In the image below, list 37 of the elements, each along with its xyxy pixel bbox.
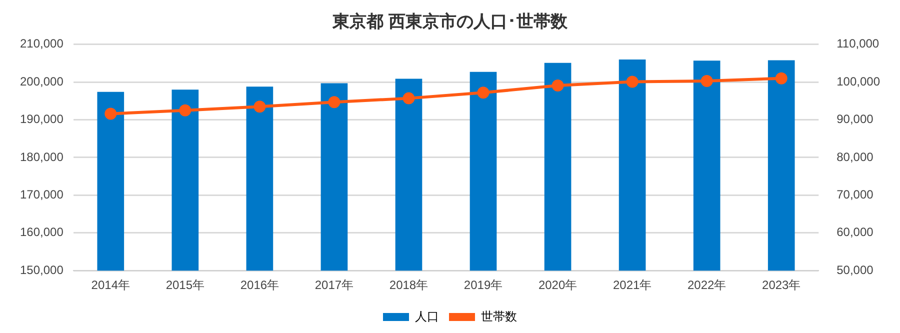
y-tick-label: 200,000 (20, 74, 64, 88)
y-tick-label: 160,000 (20, 225, 64, 240)
x-tick-label: 2020年 (538, 278, 578, 292)
x-tick-label: 2022年 (687, 278, 726, 292)
y-tick-label: 170,000 (20, 188, 64, 202)
point (402, 92, 415, 104)
x-tick-label: 2021年 (612, 278, 652, 292)
y2-tick-label: 90,000 (836, 112, 874, 126)
y2-tick-label: 80,000 (836, 150, 874, 164)
chart-title: 東京都 西東京市の人口･世帯数 (332, 12, 568, 31)
point (700, 74, 713, 87)
point (626, 76, 638, 88)
y-tick-label: 210,000 (20, 36, 64, 51)
point (104, 108, 117, 120)
point (552, 79, 564, 92)
y2-tick-label: 60,000 (836, 225, 874, 240)
y2-tick-label: 100,000 (836, 74, 880, 88)
x-tick-label: 2014年 (91, 278, 130, 292)
legend-label: 人口 (415, 309, 439, 324)
x-tick-label: 2018年 (389, 278, 428, 292)
point (477, 86, 490, 99)
y-tick-label: 180,000 (20, 150, 64, 164)
point (254, 100, 266, 113)
x-tick-label: 2016年 (240, 278, 280, 292)
x-tick-label: 2019年 (464, 278, 503, 292)
x-tick-label: 2023年 (762, 278, 801, 292)
x-tick-label: 2015年 (166, 278, 205, 292)
y2-tick-label: 70,000 (836, 188, 874, 202)
y-tick-label: 190,000 (20, 112, 64, 126)
y2-tick-label: 110,000 (836, 36, 880, 51)
y2-tick-label: 50,000 (836, 262, 874, 277)
point (179, 104, 192, 116)
y-tick-label: 150,000 (20, 262, 64, 277)
legend-label: 世帯数 (481, 309, 517, 324)
point (328, 96, 340, 108)
point (775, 72, 788, 84)
x-tick-label: 2017年 (314, 278, 354, 292)
